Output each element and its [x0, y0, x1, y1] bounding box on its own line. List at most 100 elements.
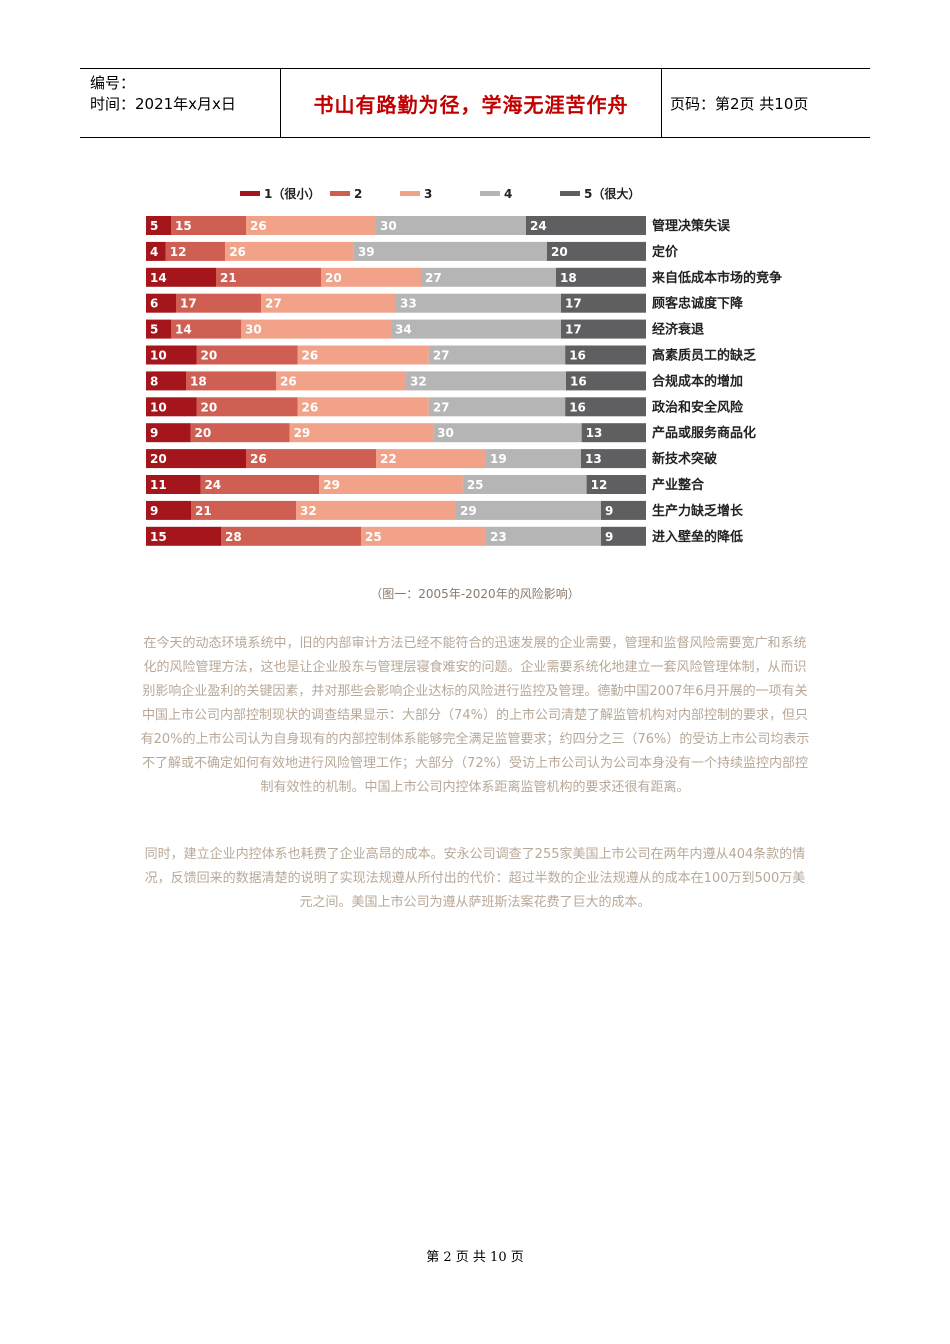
bar-segment-r12-s2 — [191, 500, 296, 520]
category-label-1: 管理决策失误 — [652, 218, 731, 234]
bar-value-label-r3-s4: 27 — [425, 271, 442, 285]
bar-value-label-r9-s4: 30 — [437, 426, 454, 440]
bar-value-label-r2-s2: 12 — [170, 245, 187, 259]
bar-segment-r6-s4 — [428, 345, 566, 365]
bar-value-label-r13-s4: 23 — [490, 530, 507, 544]
risk-impact-chart: 1（很小） 2 3 4 5（很大） 5 15 26 30 24 管理决策失误 4 12 26 39 20 定价 1… — [140, 180, 820, 560]
bar-value-label-r12-s4: 29 — [460, 504, 477, 518]
bar-value-label-r9-s3: 29 — [294, 426, 311, 440]
legend-label-1: 1（很小） — [264, 186, 320, 201]
bar-segment-r2-s2 — [165, 241, 226, 261]
category-label-4: 顾客忠诚度下降 — [652, 296, 744, 312]
header-motto: 书山有路勤为径，学海无涯苦作舟 — [280, 69, 662, 137]
document-date-label: 时间：2021年x月x日 — [90, 95, 236, 113]
bar-segment-r4-s3 — [261, 293, 396, 313]
bar-segment-r13-s2 — [221, 526, 361, 546]
bar-segment-r3-s1 — [146, 267, 216, 287]
paragraph-1: 在今天的动态环境系统中，旧的内部审计方法已经不能符合的迅速发展的企业需要，管理和… — [140, 636, 810, 795]
bar-segment-r11-s1 — [146, 475, 201, 494]
figure-caption: （图一：2005年-2020年的风险影响） — [370, 587, 580, 601]
bar-value-label-r11-s2: 24 — [204, 478, 221, 492]
bar-segment-r5-s2 — [171, 319, 241, 339]
bar-value-label-r1-s2: 15 — [175, 219, 192, 233]
bar-segment-r5-s1 — [146, 319, 171, 339]
bar-value-label-r2-s3: 26 — [229, 245, 246, 259]
bar-segment-r9-s1 — [146, 423, 191, 443]
bar-value-label-r8-s2: 20 — [201, 400, 218, 414]
bar-segment-r4-s4 — [396, 293, 561, 313]
bar-segment-r1-s4 — [376, 216, 526, 235]
bar-value-label-r11-s3: 29 — [323, 478, 340, 492]
category-label-7: 合规成本的增加 — [652, 373, 743, 389]
legend-label-3: 3 — [424, 187, 432, 201]
bar-segment-r8-s3 — [297, 397, 429, 417]
bar-value-label-r1-s5: 24 — [530, 219, 547, 233]
bar-value-label-r10-s5: 13 — [585, 452, 602, 466]
bar-value-label-r3-s3: 20 — [325, 271, 342, 285]
bar-segment-r5-s5 — [561, 319, 646, 339]
header-page-label: 页码：第2页 共10页 — [670, 94, 809, 113]
bar-segment-r3-s5 — [556, 267, 646, 287]
legend-swatch-2 — [330, 191, 350, 196]
bar-segment-r12-s1 — [146, 500, 191, 520]
bar-segment-r6-s3 — [297, 345, 429, 365]
bar-value-label-r5-s4: 34 — [395, 323, 412, 337]
bar-value-label-r12-s3: 32 — [300, 504, 317, 518]
bar-value-label-r1-s3: 26 — [250, 219, 267, 233]
category-label-9: 产品或服务商品化 — [652, 425, 756, 441]
bar-value-label-r10-s3: 22 — [380, 452, 397, 466]
bar-value-label-r11-s4: 25 — [467, 478, 484, 492]
bar-segment-r8-s5 — [565, 397, 646, 417]
bar-value-label-r8-s4: 27 — [433, 400, 450, 414]
bar-value-label-r3-s2: 21 — [220, 271, 237, 285]
bar-value-label-r6-s4: 27 — [433, 349, 450, 363]
bar-segment-r13-s1 — [146, 526, 221, 546]
legend-swatch-4 — [480, 191, 500, 196]
bar-segment-r5-s3 — [241, 319, 391, 339]
bar-segment-r10-s5 — [581, 449, 646, 469]
header-left-cell: 编号： 时间：2021年x月x日 — [80, 69, 280, 137]
bar-segment-r3-s2 — [216, 267, 321, 287]
category-label-11: 产业整合 — [652, 477, 705, 493]
bar-segment-r8-s1 — [146, 397, 197, 417]
page-header: 编号： 时间：2021年x月x日 书山有路勤为径，学海无涯苦作舟 页码：第2页 … — [80, 68, 870, 138]
bar-segment-r10-s2 — [246, 449, 376, 469]
bar-segment-r9-s5 — [581, 423, 646, 443]
bar-segment-r13-s4 — [486, 526, 601, 546]
bar-segment-r1-s2 — [171, 216, 246, 235]
paragraph-2: 同时，建立企业内控体系也耗费了企业高昂的成本。安永公司调查了255家美国上市公司… — [144, 847, 806, 910]
bar-value-label-r9-s1: 9 — [150, 426, 158, 440]
bar-segment-r4-s5 — [561, 293, 646, 313]
bar-value-label-r7-s4: 32 — [410, 374, 427, 388]
bar-segment-r2-s4 — [353, 241, 547, 261]
bar-segment-r12-s5 — [601, 500, 646, 520]
bar-segment-r9-s2 — [190, 423, 290, 443]
bar-segment-r6-s1 — [146, 345, 197, 365]
bar-segment-r8-s2 — [196, 397, 298, 417]
bar-segment-r6-s2 — [196, 345, 298, 365]
bar-segment-r2-s5 — [546, 241, 646, 261]
bar-value-label-r7-s5: 16 — [570, 374, 587, 388]
bar-segment-r7-s4 — [406, 371, 566, 391]
bar-value-label-r6-s3: 26 — [302, 349, 319, 363]
category-label-6: 高素质员工的缺乏 — [652, 348, 756, 364]
legend-swatch-1 — [240, 191, 260, 196]
legend-label-4: 4 — [504, 187, 512, 201]
bar-value-label-r1-s4: 30 — [380, 219, 397, 233]
bar-value-label-r6-s5: 16 — [569, 349, 586, 363]
bar-value-label-r2-s1: 4 — [150, 245, 158, 259]
bar-value-label-r9-s2: 20 — [195, 426, 212, 440]
bar-segment-r12-s4 — [456, 500, 601, 520]
bar-segment-r12-s3 — [296, 500, 456, 520]
bar-value-label-r5-s1: 5 — [150, 323, 158, 337]
bar-segment-r9-s4 — [433, 423, 582, 443]
bar-value-label-r12-s1: 9 — [150, 504, 158, 518]
bar-value-label-r4-s1: 6 — [150, 297, 158, 311]
bar-value-label-r10-s2: 26 — [250, 452, 267, 466]
bar-segment-r2-s3 — [225, 241, 354, 261]
bar-value-label-r4-s4: 33 — [400, 297, 417, 311]
legend-label-2: 2 — [354, 187, 362, 201]
category-label-13: 进入壁垒的降低 — [652, 529, 743, 545]
bar-segment-r7-s1 — [146, 371, 186, 391]
